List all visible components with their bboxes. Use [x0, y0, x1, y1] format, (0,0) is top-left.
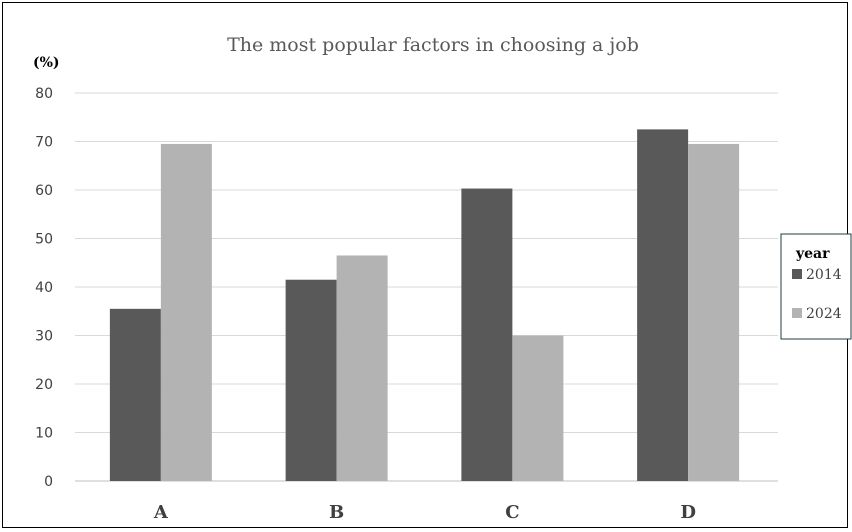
bar-a-2024: [160, 143, 212, 482]
x-tick-label: B: [329, 502, 344, 523]
y-tick-label: 0: [44, 474, 53, 490]
legend-label-2014: 2014: [806, 267, 842, 283]
bar-c-2014: [461, 188, 513, 482]
bar-b-2024: [336, 255, 388, 481]
legend: year 2014 2024: [780, 233, 852, 340]
y-tick-label: 40: [35, 280, 53, 296]
y-tick-label: 50: [35, 232, 53, 248]
y-tick-label: 10: [35, 426, 53, 442]
bar-a-2014: [109, 308, 161, 481]
legend-swatch-2014: [792, 269, 802, 279]
y-unit-label: (%): [33, 55, 60, 71]
bar-c-2024: [512, 335, 564, 481]
legend-title: year: [795, 246, 830, 262]
bar-b-2014: [285, 279, 337, 481]
bars: [109, 129, 740, 482]
bar-d-2014: [637, 129, 689, 481]
x-axis-ticks: A B C D: [153, 502, 696, 523]
chart-title: The most popular factors in choosing a j…: [227, 34, 639, 56]
y-tick-label: 20: [35, 377, 53, 393]
y-tick-label: 30: [35, 329, 53, 345]
legend-swatch-2024: [792, 308, 802, 318]
y-tick-label: 60: [35, 183, 53, 199]
legend-label-2024: 2024: [806, 306, 842, 322]
x-tick-label: D: [680, 502, 696, 523]
y-axis-ticks: 0 10 20 30 40 50 60 70 80: [35, 86, 53, 490]
y-tick-label: 70: [35, 135, 53, 151]
bar-d-2024: [688, 143, 740, 482]
legend-box: [780, 233, 852, 340]
x-tick-label: C: [505, 502, 519, 523]
x-tick-label: A: [153, 502, 169, 523]
y-tick-label: 80: [35, 86, 53, 102]
